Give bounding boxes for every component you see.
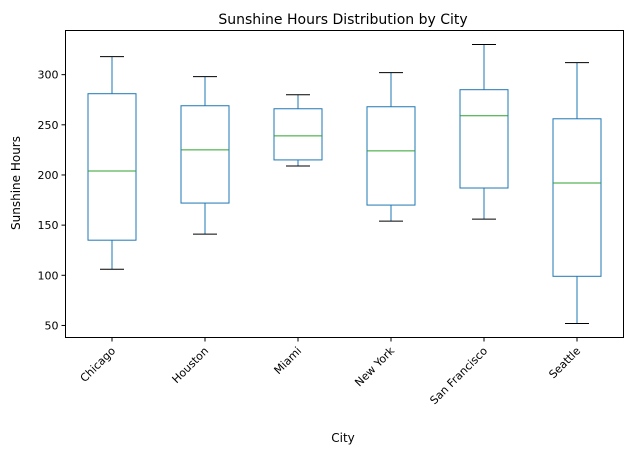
y-tick-label: 100 [38,269,59,282]
boxes-group [87,44,602,324]
y-axis: 50 100 150 200 250 300 [38,69,66,332]
y-tick-label: 150 [38,219,59,232]
y-tick-label: 200 [38,169,59,182]
x-tick-label: San Francisco [427,344,490,407]
iqr-box [180,105,230,204]
x-axis-label: City [331,431,355,445]
box-san-francisco [459,44,509,220]
box-new-york [366,72,416,222]
y-axis-label: Sunshine Hours [9,136,23,230]
x-tick-label: Houston [170,344,212,386]
x-tick-label: New York [352,344,397,389]
plot-area [65,30,624,338]
iqr-box [273,108,323,161]
box-chicago [87,56,137,270]
y-tick-label: 300 [38,69,59,82]
iqr-box [87,93,137,241]
box-seattle [552,62,602,324]
x-tick-label: Chicago [78,344,119,385]
x-tick-label: Miami [272,344,305,377]
iqr-box [459,89,509,189]
iqr-box [552,118,602,277]
x-tick-label: Seattle [546,344,583,381]
x-axis: Chicago Houston Miami New York San Francisco… [78,337,583,407]
y-tick-label: 250 [38,119,59,132]
y-tick-label: 50 [45,319,59,332]
box-miami [273,94,323,167]
chart-title: Sunshine Hours Distribution by City [218,12,467,28]
iqr-box [366,106,416,206]
box-houston [180,76,230,235]
